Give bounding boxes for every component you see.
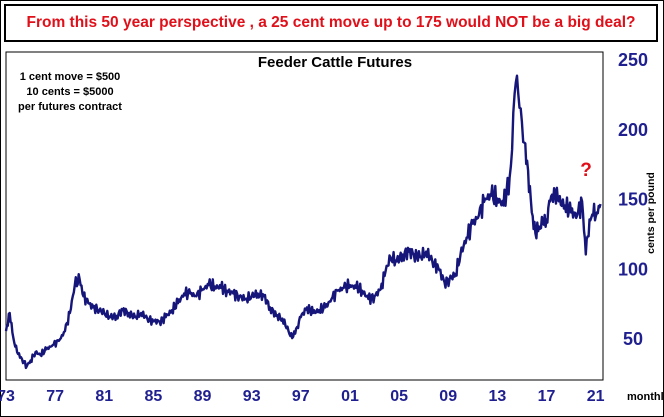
x-tick-label: 21 [587, 388, 605, 405]
y-tick-label: 100 [618, 259, 648, 279]
x-tick-label: 05 [390, 388, 408, 405]
plot-frame [5, 51, 604, 381]
chart-title: Feeder Cattle Futures [258, 54, 412, 71]
annotation-ten-cents: 10 cents = $5000 [26, 86, 113, 98]
headline-banner: From this 50 year perspective , a 25 cen… [4, 4, 658, 42]
x-tick-label: 93 [243, 388, 261, 405]
y-tick-label: 250 [618, 50, 648, 70]
annotation-per-contract: per futures contract [18, 101, 122, 113]
x-tick-label: 77 [46, 388, 64, 405]
x-tick-label: 17 [538, 388, 556, 405]
frequency-label: monthly [627, 391, 664, 403]
x-tick-label: 81 [95, 388, 113, 405]
x-tick-label: 85 [145, 388, 163, 405]
y-tick-labels: 50 100 150 200 250 [618, 50, 648, 349]
y-tick-label: 200 [618, 120, 648, 140]
series-line [4, 74, 602, 370]
question-mark: ? [580, 160, 592, 181]
x-tick-labels: 73 77 81 85 89 93 97 01 05 09 13 17 21 [0, 388, 605, 405]
y-tick-label: 150 [618, 190, 648, 210]
y-axis-label: cents per pound [645, 172, 657, 254]
annotation-cent-move: 1 cent move = $500 [20, 71, 121, 83]
x-tick-label: 09 [439, 388, 457, 405]
x-tick-label: 01 [341, 388, 359, 405]
x-tick-label: 89 [194, 388, 212, 405]
x-tick-label: 97 [292, 388, 310, 405]
x-tick-label: 13 [489, 388, 507, 405]
x-tick-label: 73 [0, 388, 15, 405]
y-tick-label: 50 [623, 329, 643, 349]
